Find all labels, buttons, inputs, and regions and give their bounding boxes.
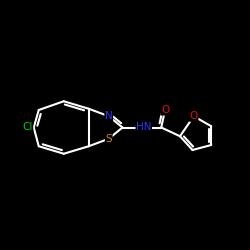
Text: Cl: Cl bbox=[22, 122, 33, 132]
Text: O: O bbox=[161, 105, 169, 115]
Text: O: O bbox=[190, 111, 198, 121]
Text: S: S bbox=[106, 134, 112, 144]
Text: HN: HN bbox=[136, 122, 152, 132]
Text: N: N bbox=[105, 111, 112, 121]
